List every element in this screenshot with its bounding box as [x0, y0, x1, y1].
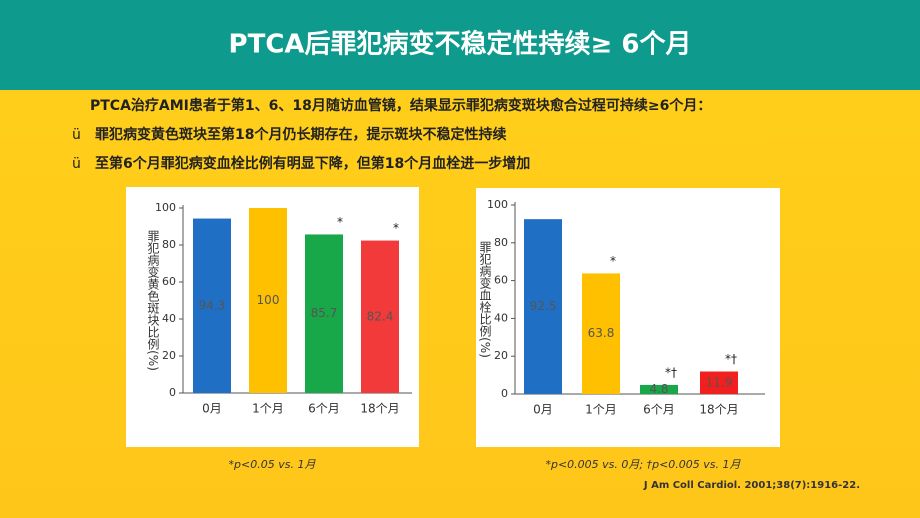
value-note: *	[393, 221, 399, 235]
y-axis-label: 罪犯病变血栓比例(%)	[478, 241, 492, 358]
bar	[640, 384, 678, 394]
intro: PTCA治疗AMI患者于第1、6、18月随访血管镜，结果显示罪犯病变斑块愈合过程…	[90, 97, 711, 114]
bar	[361, 240, 399, 393]
citation: J Am Coll Cardiol. 2001;38(7):1916-22.	[643, 480, 860, 491]
bullet-mark: ü	[72, 127, 81, 143]
value-label: 92.5	[530, 299, 557, 313]
bar	[524, 219, 562, 394]
bullet-mark: ü	[72, 156, 81, 172]
y-tick-label: 40	[494, 311, 508, 324]
y-tick-label: 100	[155, 201, 176, 214]
y-tick-label: 60	[494, 274, 508, 287]
footnote: *p<0.005 vs. 0月; †p<0.005 vs. 1月	[545, 458, 741, 471]
y-tick-label: 40	[162, 312, 176, 325]
y-tick-label: 80	[494, 236, 508, 249]
value-label: 85.7	[311, 306, 338, 320]
y-tick-label: 100	[487, 198, 508, 211]
value-note: *†	[665, 365, 677, 379]
value-note: *	[610, 254, 616, 268]
y-tick-label: 20	[494, 349, 508, 362]
bar	[700, 371, 738, 394]
bullet: 罪犯病变黄色斑块至第18个月仍长期存在，提示斑块不稳定性持续	[95, 126, 506, 143]
value-note: *†	[725, 352, 737, 366]
y-tick-label: 0	[501, 387, 508, 400]
value-label: 100	[257, 293, 280, 307]
value-label: 94.3	[199, 298, 226, 312]
bar	[582, 273, 620, 394]
y-tick-label: 80	[162, 238, 176, 251]
y-tick-label: 60	[162, 275, 176, 288]
bar	[249, 208, 287, 393]
bar	[193, 218, 231, 393]
x-tick-label: 18个月	[699, 403, 738, 417]
value-label: 82.4	[367, 309, 394, 323]
title: PTCA后罪犯病变不稳定性持续≥ 6个月	[229, 29, 692, 60]
bar	[305, 234, 343, 393]
header	[0, 0, 920, 90]
value-label: 4.8	[649, 382, 668, 396]
footnote: *p<0.05 vs. 1月	[229, 458, 317, 471]
bullet: 至第6个月罪犯病变血栓比例有明显下降，但第18个月血栓进一步增加	[95, 155, 530, 172]
x-tick-label: 0月	[533, 403, 553, 417]
y-tick-label: 20	[162, 349, 176, 362]
x-tick-label: 1个月	[252, 402, 284, 416]
value-label: 11.9	[706, 375, 733, 389]
value-note: *	[337, 215, 343, 229]
x-tick-label: 1个月	[585, 403, 617, 417]
y-tick-label: 0	[169, 386, 176, 399]
y-axis-label: 罪犯病变黄色斑块比例(%)	[146, 230, 160, 371]
x-tick-label: 18个月	[360, 402, 399, 416]
x-tick-label: 6个月	[643, 403, 675, 417]
value-label: 63.8	[588, 326, 615, 340]
x-tick-label: 0月	[202, 402, 222, 416]
x-tick-label: 6个月	[308, 402, 340, 416]
